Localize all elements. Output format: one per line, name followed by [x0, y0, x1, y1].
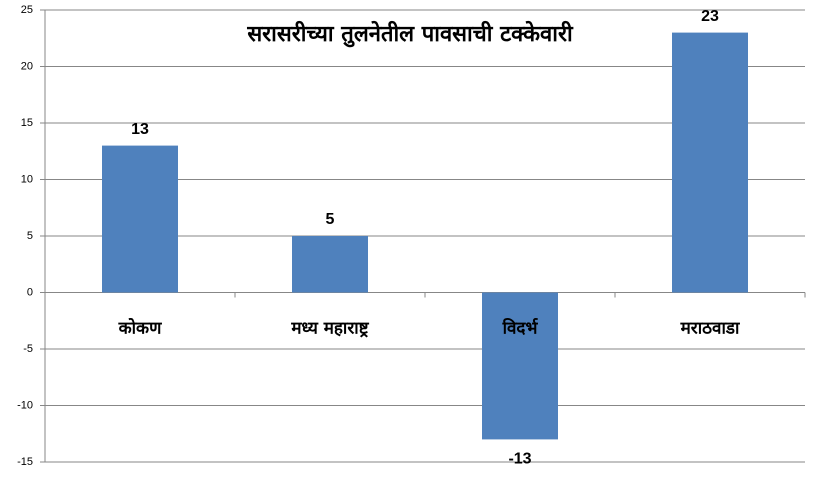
y-tick-label: -15: [17, 456, 33, 468]
y-tick-label: -5: [23, 343, 33, 355]
data-label: 23: [701, 8, 719, 25]
y-tick-label: 15: [21, 117, 33, 129]
chart-title: सरासरीच्या तुलनेतील पावसाची टक्केवारी: [246, 20, 574, 48]
y-tick-label: 10: [21, 173, 33, 185]
data-label: -13: [508, 451, 531, 468]
bar: [102, 145, 178, 293]
bar: [292, 236, 368, 293]
y-tick-label: 25: [21, 4, 33, 16]
y-tick-label: 5: [27, 230, 33, 242]
x-tick-label: विदर्भ: [502, 318, 539, 339]
x-tick-label: कोकण: [118, 318, 163, 339]
y-tick-label: -10: [17, 399, 33, 411]
bar: [672, 32, 748, 293]
y-tick-label: 20: [21, 60, 33, 72]
x-tick-label: मध्य महाराष्ट्र: [290, 319, 369, 339]
x-tick-label: मराठवाडा: [680, 319, 740, 339]
y-tick-label: 0: [27, 286, 33, 298]
bar: [482, 292, 558, 440]
data-label: 5: [326, 211, 335, 228]
data-label: 13: [131, 121, 149, 138]
